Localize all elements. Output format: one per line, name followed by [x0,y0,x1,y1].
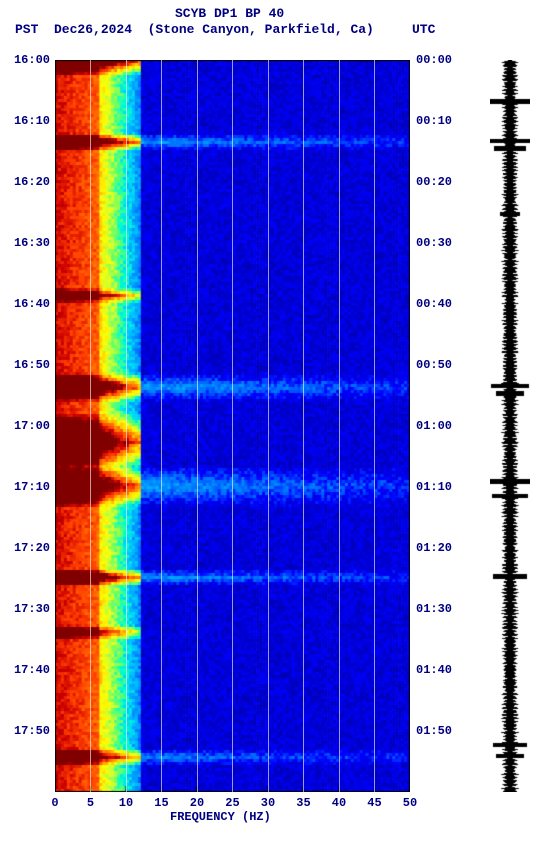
x-tick: 15 [150,796,174,810]
y-tick-left: 16:50 [8,358,50,372]
chart-title-line1: SCYB DP1 BP 40 [175,6,284,21]
y-tick-right: 01:30 [416,602,452,616]
x-tick: 25 [221,796,245,810]
y-tick-right: 01:20 [416,541,452,555]
x-tick: 30 [256,796,280,810]
y-tick-left: 17:30 [8,602,50,616]
y-tick-left: 16:40 [8,297,50,311]
y-tick-left: 16:20 [8,175,50,189]
x-tick: 5 [79,796,103,810]
y-tick-right: 00:50 [416,358,452,372]
y-tick-right: 00:00 [416,53,452,67]
chart-title-line2-right: UTC [412,22,435,37]
x-tick: 50 [398,796,422,810]
chart-title-line2-left: PST Dec26,2024 (Stone Canyon, Parkfield,… [15,22,374,37]
y-tick-left: 16:30 [8,236,50,250]
y-tick-left: 17:10 [8,480,50,494]
x-tick: 0 [43,796,67,810]
y-tick-right: 00:30 [416,236,452,250]
y-tick-right: 01:40 [416,663,452,677]
y-tick-left: 17:20 [8,541,50,555]
y-tick-left: 16:00 [8,53,50,67]
y-tick-right: 00:10 [416,114,452,128]
y-tick-left: 17:00 [8,419,50,433]
x-tick: 10 [114,796,138,810]
y-tick-right: 00:20 [416,175,452,189]
x-tick: 20 [185,796,209,810]
y-tick-right: 01:10 [416,480,452,494]
y-tick-right: 01:50 [416,724,452,738]
y-tick-right: 01:00 [416,419,452,433]
x-tick: 40 [327,796,351,810]
x-tick: 35 [292,796,316,810]
y-tick-right: 00:40 [416,297,452,311]
y-tick-left: 17:50 [8,724,50,738]
y-tick-left: 16:10 [8,114,50,128]
y-tick-left: 17:40 [8,663,50,677]
chart-container: SCYB DP1 BP 40 PST Dec26,2024 (Stone Can… [0,0,552,864]
x-axis-label: FREQUENCY (HZ) [170,810,271,824]
x-tick: 45 [363,796,387,810]
waveform-plot [490,60,530,792]
